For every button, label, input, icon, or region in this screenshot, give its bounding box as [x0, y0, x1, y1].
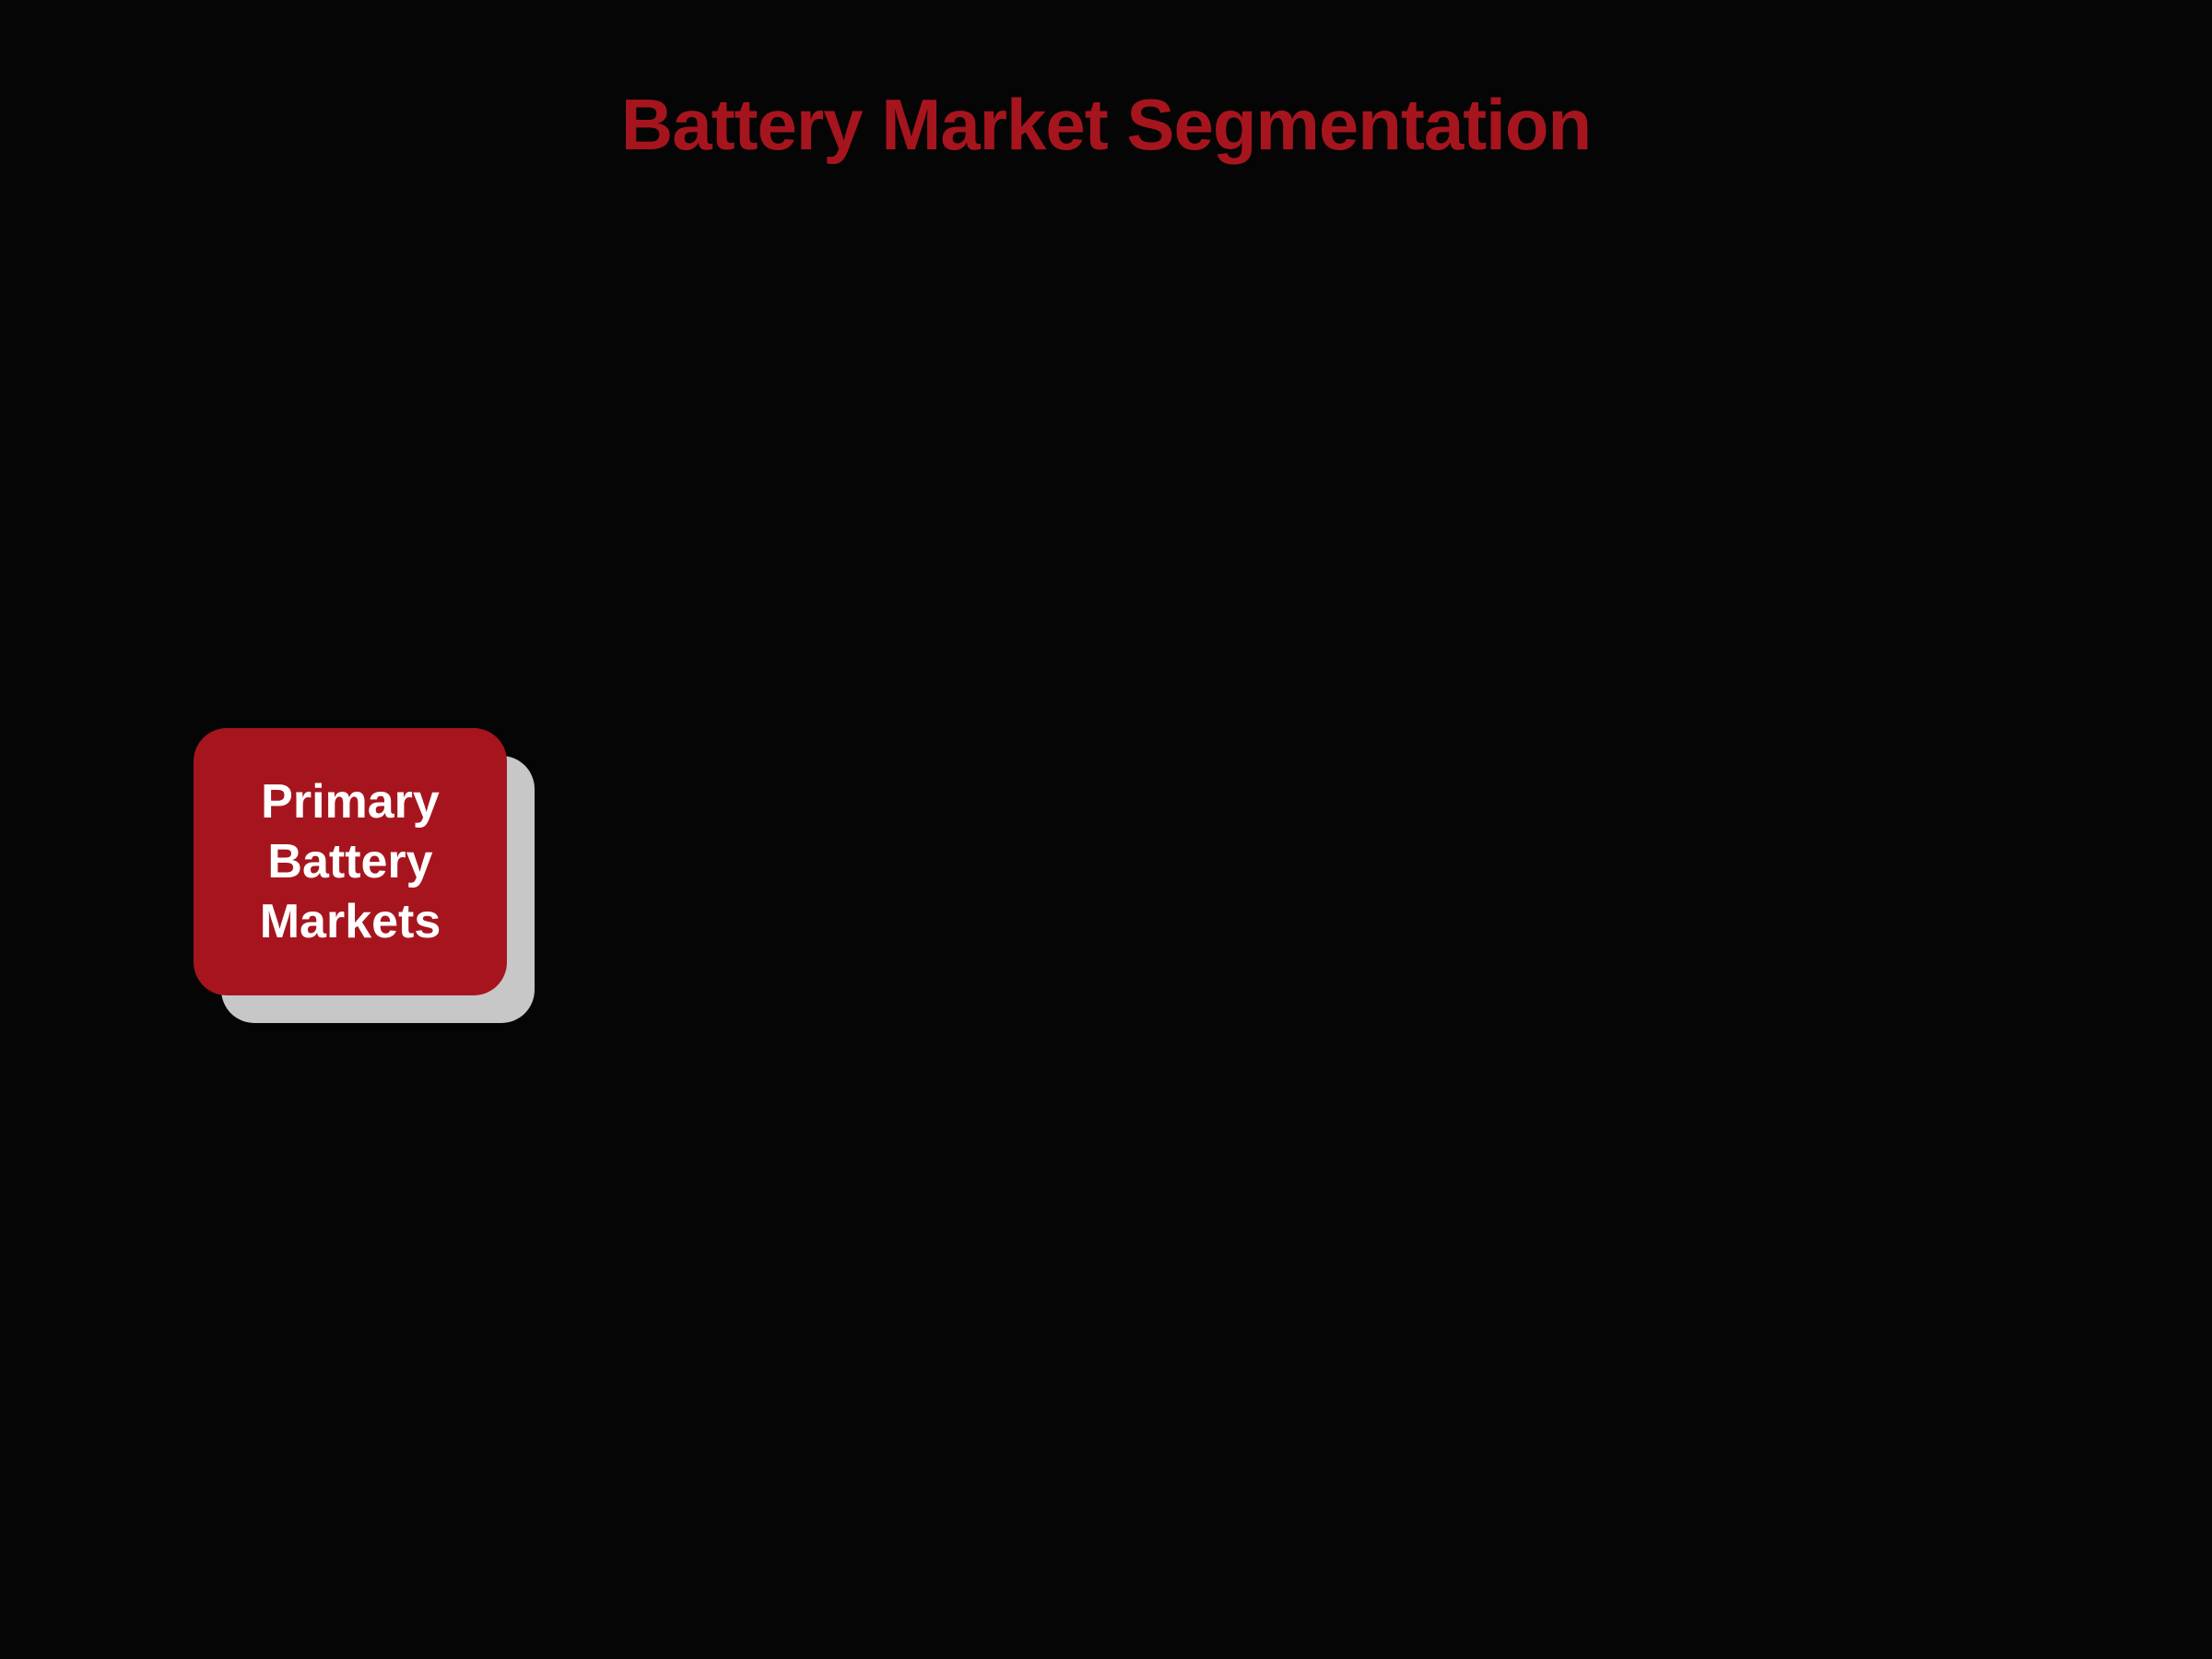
- page-title: Battery Market Segmentation: [0, 83, 2212, 167]
- root-node: PrimaryBatteryMarkets: [194, 728, 507, 995]
